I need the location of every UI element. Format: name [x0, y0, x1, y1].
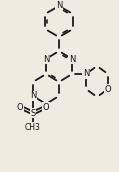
Text: O: O [43, 103, 49, 111]
Text: N: N [43, 55, 49, 63]
Text: O: O [105, 84, 111, 94]
Text: N: N [56, 2, 62, 10]
Text: N: N [69, 55, 75, 63]
Text: N: N [30, 92, 36, 100]
Text: S: S [30, 109, 36, 117]
Text: O: O [17, 103, 23, 111]
Text: N: N [83, 69, 89, 78]
Text: CH3: CH3 [25, 122, 41, 132]
